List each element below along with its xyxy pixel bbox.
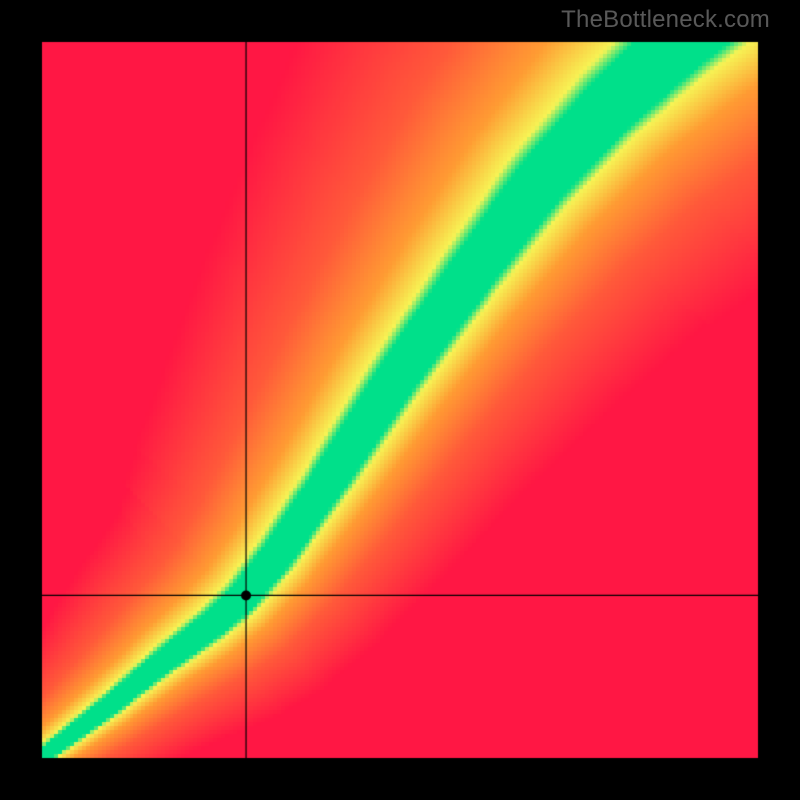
- chart-container: TheBottleneck.com: [0, 0, 800, 800]
- watermark-text: TheBottleneck.com: [561, 6, 770, 34]
- bottleneck-heatmap-canvas: [0, 0, 800, 800]
